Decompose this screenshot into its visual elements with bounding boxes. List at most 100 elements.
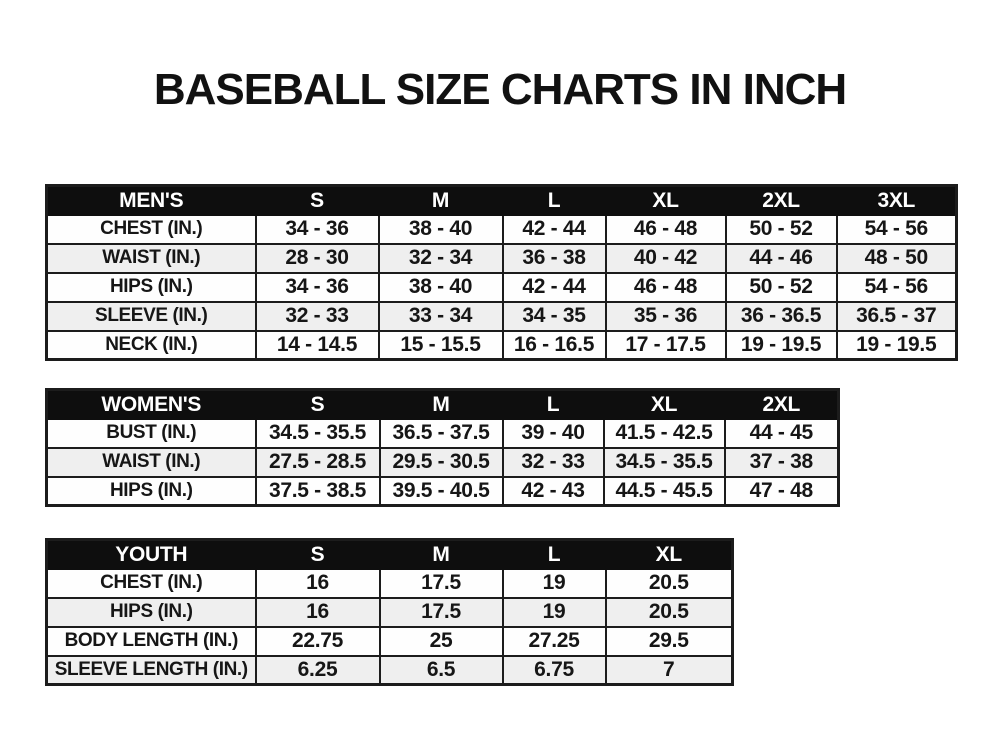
- size-value-cell: 27.5 - 28.5: [254, 446, 381, 478]
- size-value-cell: 34.5 - 35.5: [602, 446, 726, 478]
- size-value-cell: 16: [254, 567, 381, 599]
- size-value-cell: 17.5: [378, 567, 504, 599]
- page-title: BASEBALL SIZE CHARTS IN INCH: [153, 65, 847, 114]
- mens-table-row: SLEEVE (IN.) 32 - 33 33 - 34 34 - 35 35 - 36…: [45, 300, 958, 332]
- row-label: SLEEVE LENGTH (IN.): [45, 654, 257, 686]
- size-value-cell: 36.5 - 37: [835, 300, 958, 332]
- size-value-cell: 33 - 34: [377, 300, 504, 332]
- mens-table-row: HIPS (IN.) 34 - 36 38 - 40 42 - 44 46 - 48 50…: [45, 271, 958, 303]
- womens-column-header: S: [254, 388, 381, 420]
- womens-table-row: WAIST (IN.) 27.5 - 28.5 29.5 - 30.5 32 - 33…: [45, 446, 840, 478]
- womens-column-header: 2XL: [723, 388, 840, 420]
- size-tables-container: MEN'S S M L XL 2XL 3XL CHEST (IN.) 34 - 36 38 - 4…: [45, 184, 1000, 687]
- size-value-cell: 34.5 - 35.5: [254, 417, 381, 449]
- size-value-cell: 39 - 40: [501, 417, 605, 449]
- size-value-cell: 22.75: [254, 625, 381, 657]
- size-value-cell: 42 - 43: [501, 475, 605, 507]
- size-value-cell: 50 - 52: [724, 271, 838, 303]
- womens-table-row: HIPS (IN.) 37.5 - 38.5 39.5 - 40.5 42 - 43 4…: [45, 475, 840, 507]
- size-value-cell: 40 - 42: [604, 242, 727, 274]
- mens-table-row: WAIST (IN.) 28 - 30 32 - 34 36 - 38 40 - 42 4…: [45, 242, 958, 274]
- youth-table-row: HIPS (IN.) 16 17.5 19 20.5: [45, 596, 734, 628]
- size-value-cell: 42 - 44: [501, 271, 607, 303]
- size-value-cell: 38 - 40: [377, 213, 504, 245]
- size-value-cell: 25: [378, 625, 504, 657]
- size-value-cell: 6.5: [378, 654, 504, 686]
- mens-header-row: MEN'S S M L XL 2XL 3XL: [45, 184, 958, 216]
- size-value-cell: 34 - 36: [254, 271, 380, 303]
- size-value-cell: 44 - 45: [723, 417, 840, 449]
- size-value-cell: 36.5 - 37.5: [378, 417, 504, 449]
- size-value-cell: 19: [501, 596, 607, 628]
- row-label: NECK (IN.): [45, 329, 257, 361]
- womens-column-header: M: [378, 388, 504, 420]
- size-value-cell: 15 - 15.5: [377, 329, 504, 361]
- youth-column-header: M: [378, 538, 504, 570]
- youth-column-header: L: [501, 538, 607, 570]
- size-value-cell: 29.5 - 30.5: [378, 446, 504, 478]
- size-value-cell: 32 - 33: [254, 300, 380, 332]
- row-label: BUST (IN.): [45, 417, 257, 449]
- size-value-cell: 16: [254, 596, 381, 628]
- size-value-cell: 28 - 30: [254, 242, 380, 274]
- size-value-cell: 48 - 50: [835, 242, 958, 274]
- size-value-cell: 39.5 - 40.5: [378, 475, 504, 507]
- size-value-cell: 20.5: [604, 596, 734, 628]
- size-value-cell: 42 - 44: [501, 213, 607, 245]
- mens-size-table: MEN'S S M L XL 2XL 3XL CHEST (IN.) 34 - 36 38 - 4…: [45, 184, 958, 362]
- mens-size-table-slot: MEN'S S M L XL 2XL 3XL CHEST (IN.) 34 - 36 38 - 4…: [45, 184, 1000, 362]
- youth-table-row: CHEST (IN.) 16 17.5 19 20.5: [45, 567, 734, 599]
- row-label: HIPS (IN.): [45, 596, 257, 628]
- size-value-cell: 54 - 56: [835, 213, 958, 245]
- size-value-cell: 36 - 38: [501, 242, 607, 274]
- mens-column-header: M: [377, 184, 504, 216]
- youth-header-row: YOUTH S M L XL: [45, 538, 734, 570]
- womens-header-row: WOMEN'S S M L XL 2XL: [45, 388, 840, 420]
- womens-column-header: XL: [602, 388, 726, 420]
- size-value-cell: 6.25: [254, 654, 381, 686]
- size-value-cell: 19 - 19.5: [835, 329, 958, 361]
- size-value-cell: 19 - 19.5: [724, 329, 838, 361]
- row-label: WAIST (IN.): [45, 242, 257, 274]
- mens-table-row: CHEST (IN.) 34 - 36 38 - 40 42 - 44 46 - 48 5…: [45, 213, 958, 245]
- youth-table-row: BODY LENGTH (IN.) 22.75 25 27.25 29.5: [45, 625, 734, 657]
- size-value-cell: 20.5: [604, 567, 734, 599]
- youth-size-table: YOUTH S M L XL CHEST (IN.) 16 17.5 19 20.5 HIPS (I…: [45, 538, 734, 687]
- size-value-cell: 44 - 46: [724, 242, 838, 274]
- size-value-cell: 34 - 36: [254, 213, 380, 245]
- size-value-cell: 17 - 17.5: [604, 329, 727, 361]
- size-value-cell: 38 - 40: [377, 271, 504, 303]
- youth-column-header: S: [254, 538, 381, 570]
- size-value-cell: 47 - 48: [723, 475, 840, 507]
- size-value-cell: 29.5: [604, 625, 734, 657]
- womens-column-header: L: [501, 388, 605, 420]
- row-label: SLEEVE (IN.): [45, 300, 257, 332]
- size-value-cell: 19: [501, 567, 607, 599]
- size-value-cell: 54 - 56: [835, 271, 958, 303]
- size-value-cell: 16 - 16.5: [501, 329, 607, 361]
- size-value-cell: 7: [604, 654, 734, 686]
- row-label: WAIST (IN.): [45, 446, 257, 478]
- size-value-cell: 17.5: [378, 596, 504, 628]
- size-value-cell: 35 - 36: [604, 300, 727, 332]
- womens-size-table: WOMEN'S S M L XL 2XL BUST (IN.) 34.5 - 35.5 36.5…: [45, 388, 840, 508]
- size-value-cell: 37 - 38: [723, 446, 840, 478]
- mens-column-header: XL: [604, 184, 727, 216]
- mens-table-row: NECK (IN.) 14 - 14.5 15 - 15.5 16 - 16.5 17 …: [45, 329, 958, 361]
- row-label: CHEST (IN.): [45, 213, 257, 245]
- size-value-cell: 37.5 - 38.5: [254, 475, 381, 507]
- size-value-cell: 36 - 36.5: [724, 300, 838, 332]
- size-value-cell: 34 - 35: [501, 300, 607, 332]
- womens-size-table-slot: WOMEN'S S M L XL 2XL BUST (IN.) 34.5 - 35.5 36.5…: [45, 388, 1000, 508]
- size-value-cell: 32 - 33: [501, 446, 605, 478]
- mens-column-header: S: [254, 184, 380, 216]
- size-value-cell: 32 - 34: [377, 242, 504, 274]
- row-label: HIPS (IN.): [45, 475, 257, 507]
- size-value-cell: 6.75: [501, 654, 607, 686]
- mens-column-header: 3XL: [835, 184, 958, 216]
- size-value-cell: 27.25: [501, 625, 607, 657]
- youth-table-title-cell: YOUTH: [45, 538, 257, 570]
- youth-size-table-slot: YOUTH S M L XL CHEST (IN.) 16 17.5 19 20.5 HIPS (I…: [45, 538, 1000, 687]
- youth-column-header: XL: [604, 538, 734, 570]
- womens-table-row: BUST (IN.) 34.5 - 35.5 36.5 - 37.5 39 - 40 4…: [45, 417, 840, 449]
